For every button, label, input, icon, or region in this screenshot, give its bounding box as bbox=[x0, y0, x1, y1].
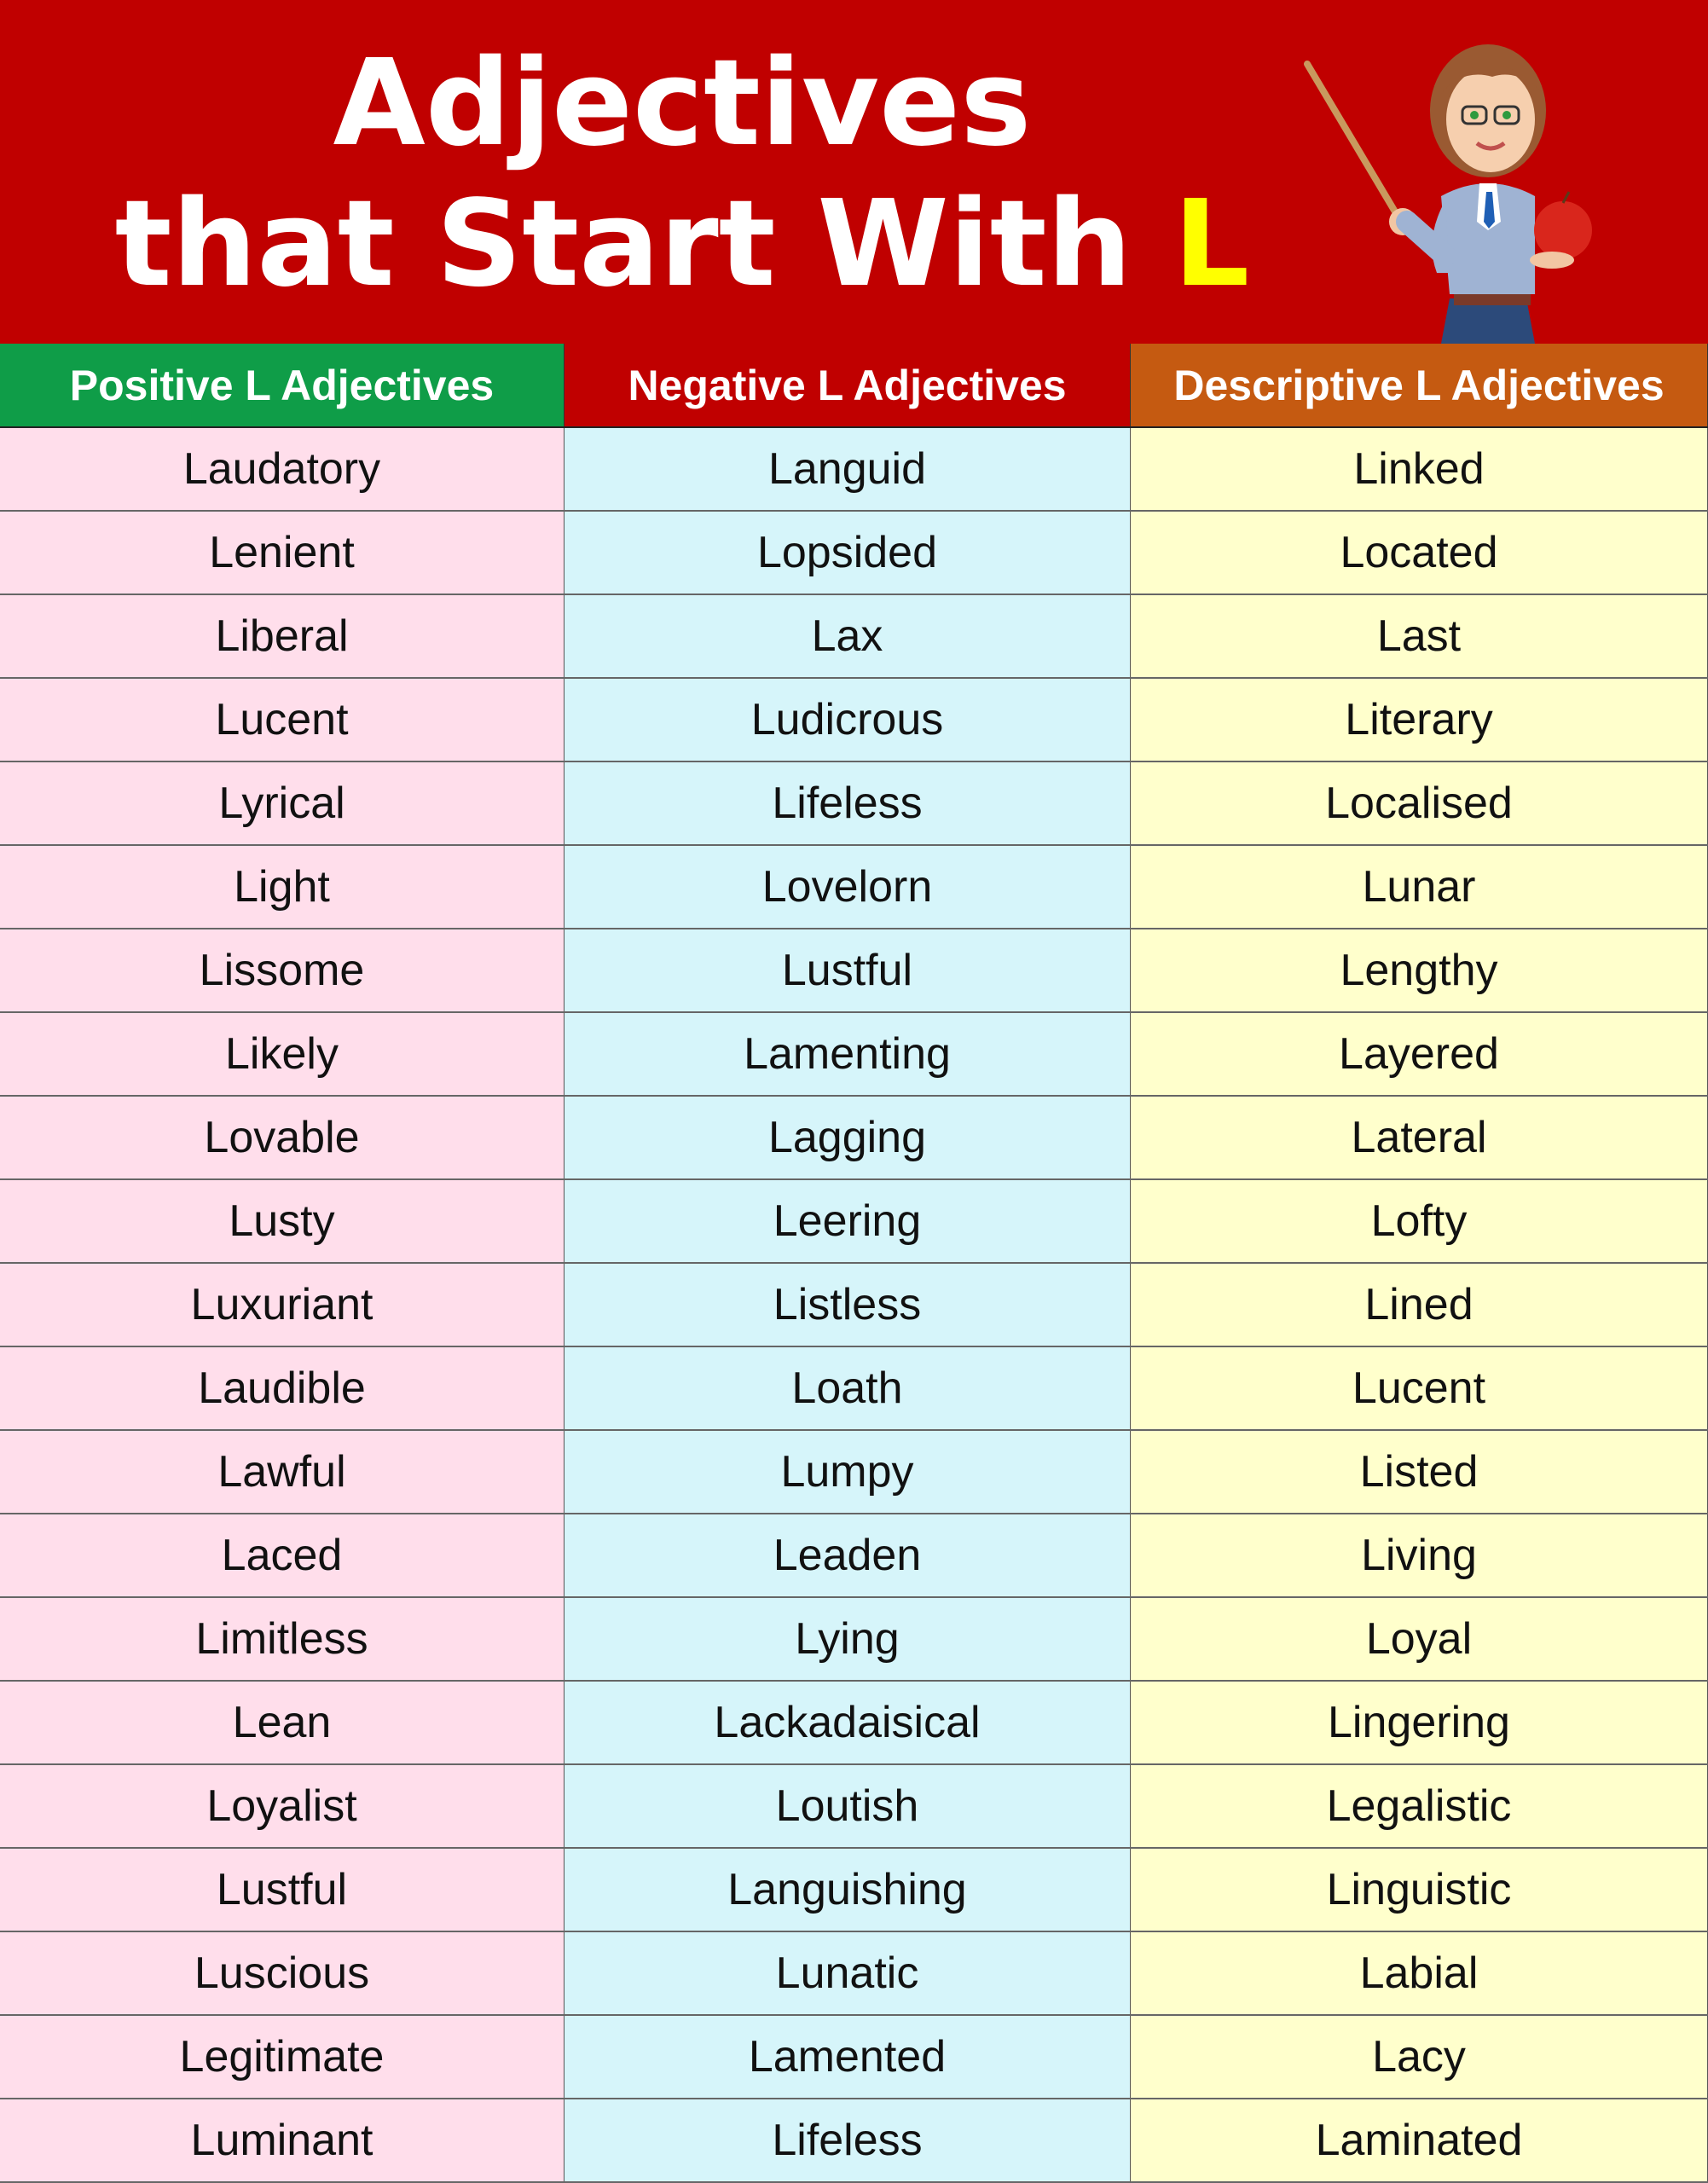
table-row: Laudible Loath Lucent bbox=[0, 1346, 1708, 1431]
cell-negative: Lamenting bbox=[564, 1012, 1131, 1097]
table-row: Legitimate Lamented Lacy bbox=[0, 2015, 1708, 2099]
cell-negative: Lifeless bbox=[564, 761, 1131, 846]
table-row: Loyalist Loutish Legalistic bbox=[0, 1764, 1708, 1849]
table-row: Laudatory Languid Linked bbox=[0, 427, 1708, 512]
teacher-illustration-icon bbox=[1304, 44, 1592, 344]
cell-positive: Luscious bbox=[0, 1931, 565, 2016]
cell-positive: Legitimate bbox=[0, 2015, 565, 2099]
table-row: Lawful Lumpy Listed bbox=[0, 1430, 1708, 1514]
cell-negative: Ludicrous bbox=[564, 678, 1131, 762]
cell-descriptive: Laminated bbox=[1130, 2099, 1708, 2183]
table-row: Lucent Ludicrous Literary bbox=[0, 678, 1708, 762]
cell-positive: Loyalist bbox=[0, 1764, 565, 1849]
cell-negative: Lying bbox=[564, 1597, 1131, 1682]
cell-descriptive: Linguistic bbox=[1130, 1848, 1708, 1932]
cell-descriptive: Lingering bbox=[1130, 1681, 1708, 1765]
cell-negative: Listless bbox=[564, 1263, 1131, 1347]
cell-negative: Lopsided bbox=[564, 511, 1131, 595]
cell-negative: Loath bbox=[564, 1346, 1131, 1431]
cell-descriptive: Localised bbox=[1130, 761, 1708, 846]
cell-negative: Languid bbox=[564, 427, 1131, 512]
cell-positive: Lusty bbox=[0, 1179, 565, 1264]
cell-descriptive: Listed bbox=[1130, 1430, 1708, 1514]
cell-negative: Leering bbox=[564, 1179, 1131, 1264]
cell-descriptive: Living bbox=[1130, 1514, 1708, 1598]
cell-positive: Laudible bbox=[0, 1346, 565, 1431]
cell-descriptive: Loyal bbox=[1130, 1597, 1708, 1682]
cell-descriptive: Lucent bbox=[1130, 1346, 1708, 1431]
cell-negative: Lustful bbox=[564, 929, 1131, 1013]
column-header-negative: Negative L Adjectives bbox=[564, 344, 1131, 428]
cell-descriptive: Lacy bbox=[1130, 2015, 1708, 2099]
table-row: Luscious Lunatic Labial bbox=[0, 1931, 1708, 2016]
cell-negative: Lovelorn bbox=[564, 845, 1131, 929]
cell-descriptive: Layered bbox=[1130, 1012, 1708, 1097]
cell-negative: Languishing bbox=[564, 1848, 1131, 1932]
header-banner: Adjectives that Start With L bbox=[0, 0, 1708, 344]
cell-positive: Luminant bbox=[0, 2099, 565, 2183]
cell-positive: Light bbox=[0, 845, 565, 929]
cell-positive: Limitless bbox=[0, 1597, 565, 1682]
table-row: Lissome Lustful Lengthy bbox=[0, 929, 1708, 1013]
cell-descriptive: Located bbox=[1130, 511, 1708, 595]
cell-negative: Lax bbox=[564, 594, 1131, 679]
title-line-1: Adjectives bbox=[333, 34, 1032, 173]
table-header-row: Positive L Adjectives Negative L Adjecti… bbox=[0, 344, 1708, 428]
cell-positive: Lustful bbox=[0, 1848, 565, 1932]
adjectives-table: Positive L Adjectives Negative L Adjecti… bbox=[0, 344, 1708, 2183]
table-row: Liberal Lax Last bbox=[0, 594, 1708, 679]
table-row: Lenient Lopsided Located bbox=[0, 511, 1708, 595]
cell-descriptive: Legalistic bbox=[1130, 1764, 1708, 1849]
cell-descriptive: Lunar bbox=[1130, 845, 1708, 929]
table-row: Luminant Lifeless Laminated bbox=[0, 2099, 1708, 2183]
table-row: Lovable Lagging Lateral bbox=[0, 1096, 1708, 1180]
table-row: Laced Leaden Living bbox=[0, 1514, 1708, 1598]
cell-positive: Lovable bbox=[0, 1096, 565, 1180]
cell-positive: Luxuriant bbox=[0, 1263, 565, 1347]
title-text: that Start With bbox=[114, 175, 1174, 314]
table-row: Light Lovelorn Lunar bbox=[0, 845, 1708, 929]
column-header-positive: Positive L Adjectives bbox=[0, 344, 565, 428]
title-line-2: that Start With L bbox=[0, 175, 1364, 314]
cell-positive: Lissome bbox=[0, 929, 565, 1013]
cell-negative: Lamented bbox=[564, 2015, 1131, 2099]
cell-negative: Lumpy bbox=[564, 1430, 1131, 1514]
title-letter: L bbox=[1173, 175, 1250, 314]
cell-positive: Lean bbox=[0, 1681, 565, 1765]
cell-descriptive: Lengthy bbox=[1130, 929, 1708, 1013]
cell-positive: Liberal bbox=[0, 594, 565, 679]
cell-descriptive: Lateral bbox=[1130, 1096, 1708, 1180]
cell-positive: Likely bbox=[0, 1012, 565, 1097]
cell-descriptive: Labial bbox=[1130, 1931, 1708, 2016]
cell-descriptive: Lined bbox=[1130, 1263, 1708, 1347]
cell-negative: Leaden bbox=[564, 1514, 1131, 1598]
column-header-descriptive: Descriptive L Adjectives bbox=[1130, 344, 1708, 428]
table-row: Luxuriant Listless Lined bbox=[0, 1263, 1708, 1347]
table-row: Lean Lackadaisical Lingering bbox=[0, 1681, 1708, 1765]
cell-negative: Loutish bbox=[564, 1764, 1131, 1849]
table-row: Lusty Leering Lofty bbox=[0, 1179, 1708, 1264]
cell-positive: Lawful bbox=[0, 1430, 565, 1514]
cell-positive: Laced bbox=[0, 1514, 565, 1598]
cell-negative: Lunatic bbox=[564, 1931, 1131, 2016]
cell-descriptive: Literary bbox=[1130, 678, 1708, 762]
table-row: Limitless Lying Loyal bbox=[0, 1597, 1708, 1682]
cell-descriptive: Linked bbox=[1130, 427, 1708, 512]
cell-negative: Lagging bbox=[564, 1096, 1131, 1180]
cell-positive: Lucent bbox=[0, 678, 565, 762]
cell-descriptive: Last bbox=[1130, 594, 1708, 679]
cell-positive: Lenient bbox=[0, 511, 565, 595]
cell-positive: Lyrical bbox=[0, 761, 565, 846]
cell-positive: Laudatory bbox=[0, 427, 565, 512]
cell-negative: Lackadaisical bbox=[564, 1681, 1131, 1765]
table-row: Likely Lamenting Layered bbox=[0, 1012, 1708, 1097]
cell-negative: Lifeless bbox=[564, 2099, 1131, 2183]
table-row: Lustful Languishing Linguistic bbox=[0, 1848, 1708, 1932]
table-row: Lyrical Lifeless Localised bbox=[0, 761, 1708, 846]
cell-descriptive: Lofty bbox=[1130, 1179, 1708, 1264]
